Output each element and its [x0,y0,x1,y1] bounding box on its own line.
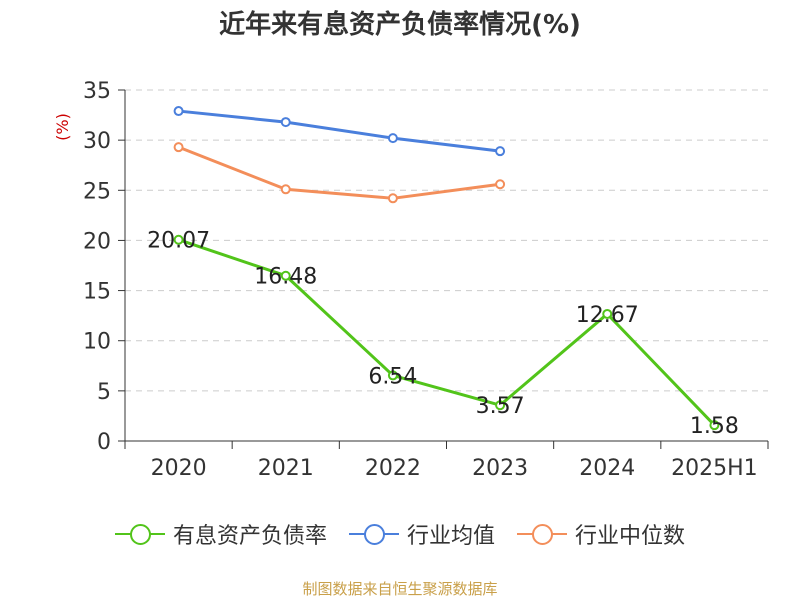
data-point [173,234,184,245]
y-tick-label: 25 [83,179,111,204]
data-point [387,193,398,204]
data-label: 1.58 [690,414,739,439]
data-label: 20.07 [147,229,210,254]
series-line [178,145,501,200]
data-label: 16.48 [254,265,317,290]
legend-item-industry-mean[interactable]: 行业均值 [348,518,495,550]
x-tick-label: 2023 [472,456,528,481]
y-tick-label: 10 [83,330,111,355]
y-tick-label: 0 [97,430,111,455]
data-point [602,308,613,319]
data-point [495,146,506,157]
data-point [173,106,184,117]
x-tick-label: 2021 [258,456,314,481]
legend-item-debt-ratio[interactable]: 有息资产负债率 [114,518,327,550]
data-point [280,270,291,281]
source-note: 制图数据来自恒生聚源数据库 [302,580,498,598]
legend-label: 行业中位数 [575,524,686,549]
legend-marker-icon [348,523,399,545]
series-line [178,238,716,427]
chart-title: 近年来有息资产负债率情况(%) [219,10,581,40]
data-label: 6.54 [368,364,417,389]
x-tick-label: 2020 [151,456,207,481]
legend: 有息资产负债率 行业均值 行业中位数 [0,518,800,550]
data-point [387,133,398,144]
y-tick-label: 15 [83,280,111,305]
legend-marker-icon [517,523,567,545]
y-tick-label: 35 [83,79,111,104]
data-label: 3.57 [476,394,525,419]
legend-marker-icon [114,523,165,545]
data-point [495,179,506,190]
x-tick-label: 2025H1 [671,456,758,481]
data-point [280,117,291,128]
y-tick-label: 30 [83,129,111,154]
data-point [709,420,720,431]
data-point [280,184,291,195]
series-line [178,109,501,153]
data-label: 12.67 [576,303,639,328]
y-tick-label: 20 [83,229,111,254]
legend-item-industry-median[interactable]: 行业中位数 [517,518,685,550]
legend-label: 有息资产负债率 [172,524,327,549]
data-point [387,370,398,381]
y-tick-label: 5 [97,380,111,405]
data-point [173,142,184,153]
y-axis-label: (%) [53,113,72,141]
x-tick-label: 2024 [579,456,635,481]
data-point [495,400,506,411]
x-tick-label: 2022 [365,456,421,481]
legend-label: 行业均值 [406,524,495,549]
